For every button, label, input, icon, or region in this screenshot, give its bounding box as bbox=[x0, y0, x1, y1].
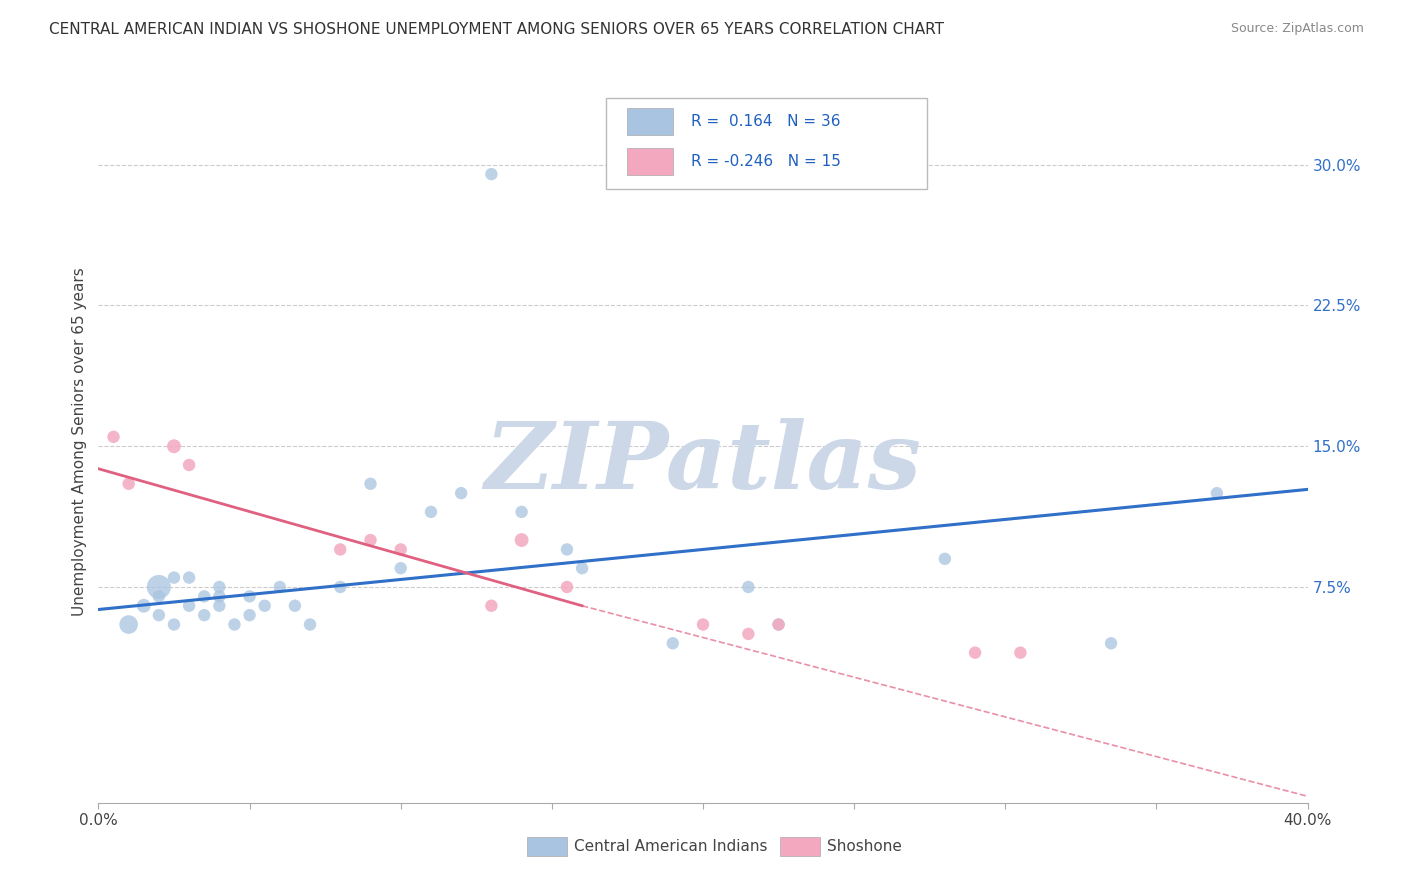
Point bbox=[163, 617, 186, 632]
Point bbox=[208, 599, 231, 613]
Text: Source: ZipAtlas.com: Source: ZipAtlas.com bbox=[1230, 22, 1364, 36]
Point bbox=[571, 561, 593, 575]
Point bbox=[118, 476, 141, 491]
Point bbox=[692, 617, 714, 632]
Point bbox=[329, 542, 352, 557]
Point bbox=[208, 580, 231, 594]
Point bbox=[768, 617, 790, 632]
Text: R = -0.246   N = 15: R = -0.246 N = 15 bbox=[690, 153, 841, 169]
Point bbox=[450, 486, 472, 500]
Point bbox=[239, 590, 262, 604]
Point bbox=[163, 571, 186, 585]
Point bbox=[148, 590, 170, 604]
FancyBboxPatch shape bbox=[627, 108, 672, 136]
Point bbox=[768, 617, 790, 632]
Point bbox=[329, 580, 352, 594]
Text: Central American Indians: Central American Indians bbox=[574, 839, 768, 854]
Point bbox=[193, 590, 215, 604]
Point bbox=[239, 608, 262, 623]
Point bbox=[510, 505, 533, 519]
Text: Shoshone: Shoshone bbox=[827, 839, 901, 854]
Point bbox=[208, 590, 231, 604]
Point bbox=[510, 533, 533, 547]
Point bbox=[965, 646, 987, 660]
Point bbox=[103, 430, 125, 444]
Point bbox=[481, 599, 503, 613]
FancyBboxPatch shape bbox=[606, 98, 927, 189]
Point bbox=[132, 599, 155, 613]
Point bbox=[193, 608, 215, 623]
Y-axis label: Unemployment Among Seniors over 65 years: Unemployment Among Seniors over 65 years bbox=[72, 268, 87, 615]
Point bbox=[1010, 646, 1032, 660]
Point bbox=[420, 505, 443, 519]
Point bbox=[148, 580, 170, 594]
Text: ZIPatlas: ZIPatlas bbox=[485, 418, 921, 508]
Point bbox=[934, 551, 956, 566]
Point bbox=[389, 542, 412, 557]
Point bbox=[284, 599, 307, 613]
Point bbox=[179, 599, 201, 613]
Point bbox=[737, 627, 759, 641]
Point bbox=[555, 542, 578, 557]
Point bbox=[269, 580, 291, 594]
Text: CENTRAL AMERICAN INDIAN VS SHOSHONE UNEMPLOYMENT AMONG SENIORS OVER 65 YEARS COR: CENTRAL AMERICAN INDIAN VS SHOSHONE UNEM… bbox=[49, 22, 945, 37]
Point bbox=[224, 617, 246, 632]
Point bbox=[389, 561, 412, 575]
Point bbox=[737, 580, 759, 594]
Point bbox=[1099, 636, 1122, 650]
Point bbox=[148, 608, 170, 623]
Point bbox=[1206, 486, 1229, 500]
Point bbox=[163, 439, 186, 453]
Point bbox=[179, 571, 201, 585]
Point bbox=[118, 617, 141, 632]
Point bbox=[661, 636, 683, 650]
FancyBboxPatch shape bbox=[627, 147, 672, 175]
Text: R =  0.164   N = 36: R = 0.164 N = 36 bbox=[690, 114, 841, 129]
Point bbox=[299, 617, 322, 632]
Point bbox=[555, 580, 578, 594]
Point bbox=[360, 476, 382, 491]
Point bbox=[481, 167, 503, 181]
Point bbox=[253, 599, 276, 613]
Point bbox=[179, 458, 201, 472]
Point bbox=[360, 533, 382, 547]
